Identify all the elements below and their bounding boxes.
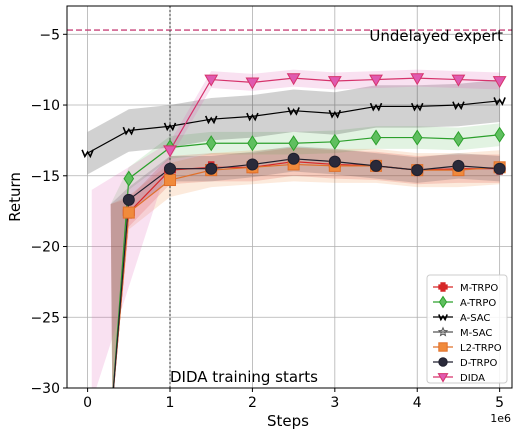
x-tick-label: 0 xyxy=(83,395,92,411)
legend-label-d-trpo: D-TRPO xyxy=(460,358,497,369)
y-tick-label: −30 xyxy=(30,381,60,397)
point-d-trpo xyxy=(493,162,506,175)
legend-marker-m-sac xyxy=(437,326,449,337)
point-dida xyxy=(451,74,466,87)
legend-label-l2-trpo: L2-TRPO xyxy=(460,343,502,354)
x-tick-label: 4 xyxy=(413,395,422,411)
point-a-trpo xyxy=(247,135,258,152)
legend-marker-m-trpo xyxy=(438,282,448,292)
point-d-trpo xyxy=(411,164,424,177)
legend-label-a-trpo: A-TRPO xyxy=(460,298,496,309)
point-a-trpo xyxy=(205,135,217,152)
point-d-trpo xyxy=(287,152,300,165)
legend-marker-a-sac xyxy=(438,314,448,322)
point-d-trpo xyxy=(122,193,135,206)
point-dida xyxy=(369,74,383,87)
x-tick-label: 5 xyxy=(495,395,504,411)
point-a-trpo xyxy=(494,126,505,143)
point-a-trpo xyxy=(411,129,423,146)
point-a-sac xyxy=(410,102,424,112)
point-a-sac xyxy=(328,109,342,119)
point-dida xyxy=(327,76,342,89)
point-d-trpo xyxy=(164,162,177,175)
y-tick-label: −20 xyxy=(30,240,60,256)
y-tick-label: −5 xyxy=(39,27,60,43)
point-d-trpo xyxy=(452,159,465,172)
point-a-trpo xyxy=(329,133,341,150)
axis-ticks: 0 1 2 3 4 5 −30 −25 −20 −15 −10 −5 xyxy=(30,27,504,411)
y-tick-label: −10 xyxy=(30,98,60,114)
point-a-sac xyxy=(122,126,136,136)
point-l2-trpo xyxy=(122,206,135,219)
x-axis-label: Steps xyxy=(267,412,309,430)
legend-marker-l2-trpo xyxy=(438,342,448,352)
point-d-trpo xyxy=(246,158,259,171)
point-dida xyxy=(286,73,301,86)
point-d-trpo xyxy=(328,155,341,168)
legend-label-m-sac: M-SAC xyxy=(460,328,492,339)
x-tick-label: 2 xyxy=(248,395,257,411)
point-a-sac xyxy=(369,102,383,112)
point-dida xyxy=(410,73,425,86)
dida-start-label: DIDA training starts xyxy=(170,368,318,386)
point-dida xyxy=(204,74,219,87)
legend-label-m-trpo: M-TRPO xyxy=(460,283,498,294)
point-d-trpo xyxy=(370,159,383,172)
point-l2-trpo xyxy=(164,174,177,187)
point-dida xyxy=(492,76,507,89)
point-a-sac xyxy=(452,101,465,111)
legend-marker-dida xyxy=(437,373,449,383)
x-scale-label: 1e6 xyxy=(490,412,511,425)
point-a-trpo xyxy=(123,170,135,187)
point-a-sac xyxy=(163,122,177,132)
y-tick-label: −15 xyxy=(30,169,60,185)
x-tick-label: 3 xyxy=(330,395,339,411)
point-dida xyxy=(245,77,260,90)
band-a-sac xyxy=(87,79,500,175)
point-a-sac xyxy=(81,149,94,159)
series-markers xyxy=(81,73,507,219)
point-a-trpo xyxy=(370,129,382,146)
point-a-trpo xyxy=(288,135,299,152)
point-a-sac xyxy=(204,115,218,125)
point-a-trpo xyxy=(453,130,464,148)
legend-label-a-sac: A-SAC xyxy=(460,313,490,324)
x-tick-label: 1 xyxy=(166,395,175,411)
legend-label-dida: DIDA xyxy=(460,373,485,384)
point-d-trpo xyxy=(205,162,218,175)
y-tick-label: −25 xyxy=(30,310,60,326)
reference-lines xyxy=(67,6,512,388)
legend: M-TRPO A-TRPO A-SAC M-SAC L2-TRPO D-TRPO DIDA xyxy=(426,274,508,384)
legend-marker-a-trpo xyxy=(438,295,448,309)
expert-label: Undelayed expert xyxy=(369,27,503,45)
y-axis-label: Return xyxy=(6,172,24,222)
plot-frame xyxy=(66,5,513,389)
legend-marker-d-trpo xyxy=(438,357,448,367)
point-a-sac xyxy=(287,107,300,116)
point-a-sac xyxy=(493,97,506,106)
point-a-sac xyxy=(246,112,259,122)
point-dida xyxy=(163,145,177,158)
band-a-trpo xyxy=(110,123,500,388)
